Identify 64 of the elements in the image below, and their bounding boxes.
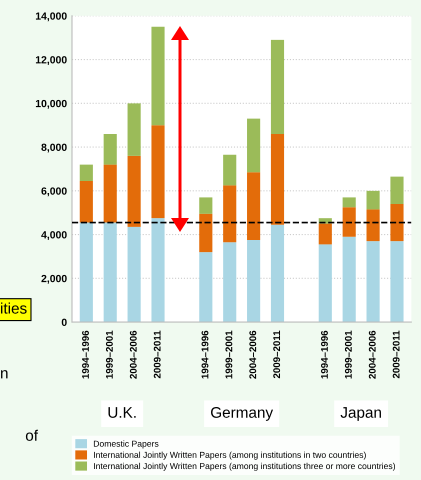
bar: [247, 172, 260, 240]
legend-label: Domestic Papers: [94, 440, 158, 448]
y-tick-label: 0: [62, 318, 67, 326]
bar: [366, 190, 380, 210]
bar: [318, 224, 332, 244]
bar: [199, 252, 212, 322]
bar: [223, 185, 236, 242]
bar: [104, 164, 117, 223]
text: U.K.: [108, 407, 136, 418]
x-tick-label: 1999–2001: [106, 330, 113, 378]
x-tick-label: 2009–2011: [392, 330, 400, 378]
x-tick-label: 1999–2001: [344, 330, 352, 378]
bar: [270, 40, 284, 134]
bar: [128, 103, 141, 156]
y-tick-label: 4,000: [41, 231, 67, 240]
bar: [247, 240, 260, 322]
bar: [199, 197, 212, 214]
y-tick-label: 8,000: [41, 144, 67, 152]
text: ities: [1, 302, 27, 314]
bar: [390, 241, 404, 322]
bar: [366, 209, 380, 242]
bar: [104, 134, 117, 165]
bar: [151, 218, 165, 322]
bar: [80, 180, 93, 223]
bar: [223, 154, 236, 186]
bar: [270, 224, 284, 322]
bar: [151, 125, 165, 218]
x-tick-label: 2004–2006: [368, 330, 376, 379]
text: of: [26, 430, 38, 441]
x-tick-label: 2004–2006: [130, 330, 137, 379]
bar: [128, 226, 141, 322]
x-tick-label: 2004–2006: [249, 330, 256, 379]
x-tick-label: 1994–1996: [321, 330, 328, 378]
text: n: [1, 370, 8, 378]
y-tick-label: 2,000: [41, 274, 67, 284]
x-tick-label: 1999–2001: [225, 330, 232, 378]
text: Germany: [211, 407, 274, 421]
bar: [80, 222, 93, 322]
x-tick-label: 2009–2011: [154, 330, 161, 378]
bar: [199, 214, 212, 252]
bar: [247, 118, 260, 172]
x-tick-label: 2009–2011: [273, 330, 280, 378]
y-tick-label: 14,000: [36, 12, 67, 22]
bar: [390, 176, 404, 204]
y-tick-label: 6,000: [41, 187, 67, 196]
y-tick-label: 12,000: [36, 56, 67, 65]
legend-label: International Jointly Written Papers (among institutions three or more countries): [94, 462, 396, 471]
bar: [151, 26, 165, 126]
bar: [390, 204, 404, 242]
bar: [342, 207, 356, 237]
y-tick-label: 10,000: [36, 100, 67, 109]
x-tick-label: 1994–1996: [202, 330, 208, 378]
bar: [104, 222, 117, 322]
bar: [366, 241, 380, 322]
bar: [128, 156, 141, 227]
x-tick-label: 1994–1996: [82, 330, 89, 378]
bar: [342, 197, 356, 208]
bar: [270, 134, 284, 225]
bar: [318, 244, 332, 322]
text: Japan: [340, 407, 381, 421]
bar: [342, 236, 356, 322]
legend-label: International Jointly Written Papers (among institutions in two countries): [94, 452, 366, 460]
bar: [80, 164, 93, 181]
bar: [223, 242, 236, 322]
